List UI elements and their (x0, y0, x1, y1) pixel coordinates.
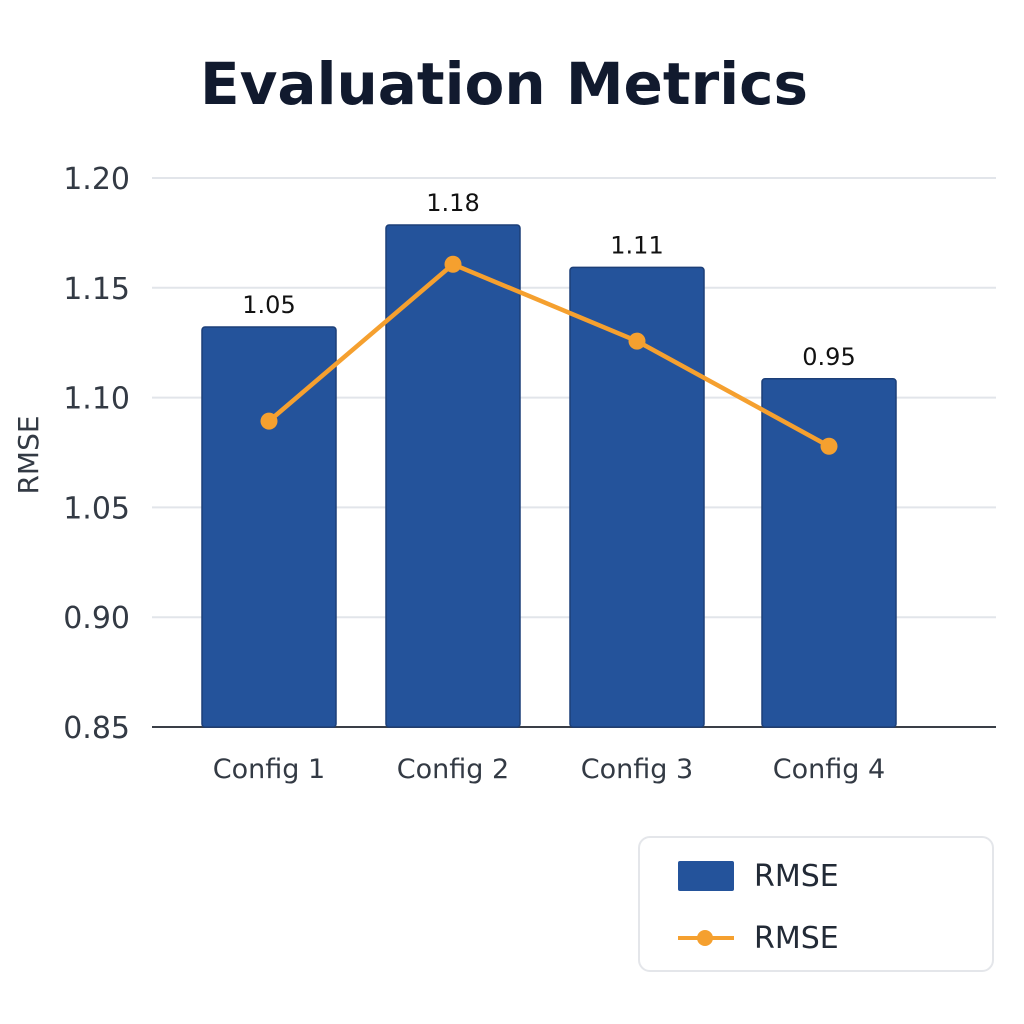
legend-bar-swatch (678, 861, 734, 891)
bar-data-label: 1.05 (242, 291, 295, 319)
legend-item-line: RMSE (678, 918, 839, 958)
bar-data-label: 0.95 (802, 343, 855, 371)
bar (761, 378, 897, 728)
x-tick-label: Config 3 (581, 754, 693, 785)
label-layer: 0.85 0.90 1.05 1.10 1.15 1.20 1.05 Config 1 1.18… (63, 162, 885, 785)
bar-layer (201, 224, 897, 728)
chart-title: Evaluation Metrics (200, 50, 808, 118)
bar (569, 266, 705, 728)
y-axis-title: RMSE (12, 415, 45, 494)
line-point (444, 255, 462, 273)
bar-data-label: 1.18 (426, 189, 479, 217)
line-point (820, 437, 838, 455)
line-point (628, 332, 646, 350)
y-tick-label: 1.10 (63, 382, 130, 417)
legend-bar-label: RMSE (754, 858, 839, 894)
x-tick-label: Config 2 (397, 754, 509, 785)
legend-line-swatch (678, 923, 734, 953)
bar (385, 224, 521, 728)
x-tick-label: Config 4 (773, 754, 885, 785)
legend-line-label: RMSE (754, 920, 839, 956)
legend: RMSE RMSE (638, 836, 994, 972)
line-layer (260, 255, 838, 455)
line-series (267, 262, 831, 449)
legend-item-bar: RMSE (678, 856, 839, 896)
y-tick-label: 0.85 (63, 711, 130, 746)
x-tick-label: Config 1 (213, 754, 325, 785)
bar-data-label: 1.11 (610, 231, 663, 259)
y-tick-label: 1.20 (63, 162, 130, 197)
y-tick-label: 0.90 (63, 601, 130, 636)
y-tick-label: 1.15 (63, 272, 130, 307)
bar (201, 326, 337, 728)
y-tick-label: 1.05 (63, 491, 130, 526)
line-point (260, 412, 278, 430)
